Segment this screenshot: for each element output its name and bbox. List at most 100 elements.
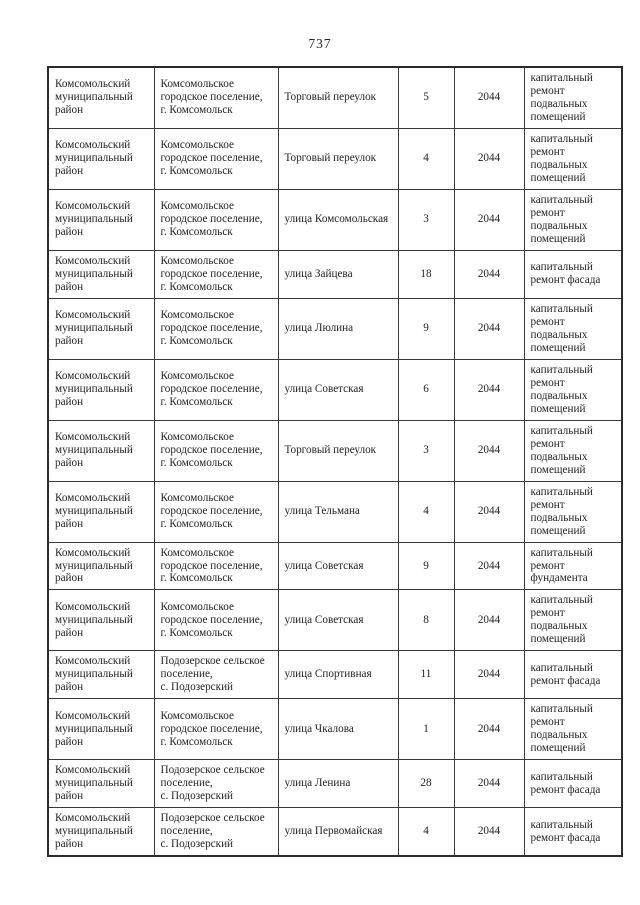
- cell-house-number: 9: [397, 541, 455, 591]
- cell-work-type: капитальный ремонт подвальных помещений: [523, 480, 623, 543]
- cell-work-type: капитальный ремонт подвальных помещений: [523, 589, 623, 652]
- cell-house-number: 6: [397, 358, 455, 421]
- cell-street: улица Ленина: [277, 759, 399, 809]
- table-body: Комсомольский муниципальный район Комсом…: [47, 66, 623, 857]
- cell-house-number: 3: [397, 419, 455, 482]
- table-row: Комсомольский муниципальный район Комсом…: [47, 297, 623, 360]
- table-row: Комсомольский муниципальный район Комсом…: [47, 358, 623, 421]
- table-row: Комсомольский муниципальный район Подозе…: [47, 650, 623, 700]
- cell-year: 2044: [453, 589, 525, 652]
- cell-settlement: Комсомольское городское поселение, г. Ко…: [153, 249, 279, 299]
- cell-district: Комсомольский муниципальный район: [47, 589, 155, 652]
- table-row: Комсомольский муниципальный район Комсом…: [47, 66, 623, 129]
- cell-street: Торговый переулок: [277, 419, 399, 482]
- cell-settlement: Комсомольское городское поселение, г. Ко…: [153, 480, 279, 543]
- cell-year: 2044: [453, 66, 525, 129]
- cell-house-number: 3: [397, 188, 455, 251]
- cell-house-number: 11: [397, 650, 455, 700]
- cell-street: улица Спортивная: [277, 650, 399, 700]
- cell-district: Комсомольский муниципальный район: [47, 807, 155, 857]
- table-row: Комсомольский муниципальный район Комсом…: [47, 127, 623, 190]
- cell-house-number: 8: [397, 589, 455, 652]
- cell-street: улица Тельмана: [277, 480, 399, 543]
- cell-work-type: капитальный ремонт подвальных помещений: [523, 188, 623, 251]
- cell-year: 2044: [453, 297, 525, 360]
- cell-work-type: капитальный ремонт подвальных помещений: [523, 297, 623, 360]
- cell-street: улица Чкалова: [277, 698, 399, 761]
- cell-year: 2044: [453, 759, 525, 809]
- table-row: Комсомольский муниципальный район Комсом…: [47, 419, 623, 482]
- cell-street: улица Советская: [277, 358, 399, 421]
- cell-work-type: капитальный ремонт фасада: [523, 650, 623, 700]
- cell-year: 2044: [453, 698, 525, 761]
- cell-street: улица Советская: [277, 541, 399, 591]
- cell-district: Комсомольский муниципальный район: [47, 188, 155, 251]
- repair-program-table: Комсомольский муниципальный район Комсом…: [47, 66, 623, 858]
- table-row: Комсомольский муниципальный район Комсом…: [47, 249, 623, 299]
- cell-settlement: Комсомольское городское поселение, г. Ко…: [153, 698, 279, 761]
- cell-district: Комсомольский муниципальный район: [47, 127, 155, 190]
- cell-settlement: Комсомольское городское поселение, г. Ко…: [153, 358, 279, 421]
- cell-house-number: 4: [397, 480, 455, 543]
- cell-settlement: Комсомольское городское поселение, г. Ко…: [153, 297, 279, 360]
- cell-house-number: 4: [397, 127, 455, 190]
- page-number: 737: [308, 36, 332, 51]
- cell-work-type: капитальный ремонт подвальных помещений: [523, 66, 623, 129]
- cell-work-type: капитальный ремонт фасада: [523, 759, 623, 809]
- cell-settlement: Комсомольское городское поселение, г. Ко…: [153, 419, 279, 482]
- cell-district: Комсомольский муниципальный район: [47, 66, 155, 129]
- cell-settlement: Комсомольское городское поселение, г. Ко…: [153, 188, 279, 251]
- table-row: Комсомольский муниципальный район Комсом…: [47, 188, 623, 251]
- cell-street: улица Комсомольская: [277, 188, 399, 251]
- table-row: Комсомольский муниципальный район Комсом…: [47, 698, 623, 761]
- cell-settlement: Комсомольское городское поселение, г. Ко…: [153, 541, 279, 591]
- cell-work-type: капитальный ремонт подвальных помещений: [523, 358, 623, 421]
- table-row: Комсомольский муниципальный район Комсом…: [47, 541, 623, 591]
- cell-district: Комсомольский муниципальный район: [47, 480, 155, 543]
- table-row: Комсомольский муниципальный район Комсом…: [47, 589, 623, 652]
- cell-work-type: капитальный ремонт фасада: [523, 807, 623, 857]
- cell-year: 2044: [453, 127, 525, 190]
- cell-house-number: 18: [397, 249, 455, 299]
- cell-year: 2044: [453, 480, 525, 543]
- cell-year: 2044: [453, 650, 525, 700]
- cell-street: Торговый переулок: [277, 127, 399, 190]
- cell-year: 2044: [453, 188, 525, 251]
- table-row: Комсомольский муниципальный район Подозе…: [47, 807, 623, 857]
- cell-house-number: 9: [397, 297, 455, 360]
- cell-year: 2044: [453, 807, 525, 857]
- cell-district: Комсомольский муниципальный район: [47, 249, 155, 299]
- table-row: Комсомольский муниципальный район Подозе…: [47, 759, 623, 809]
- cell-work-type: капитальный ремонт фасада: [523, 249, 623, 299]
- cell-work-type: капитальный ремонт фундамента: [523, 541, 623, 591]
- cell-district: Комсомольский муниципальный район: [47, 358, 155, 421]
- cell-district: Комсомольский муниципальный район: [47, 419, 155, 482]
- cell-settlement: Комсомольское городское поселение, г. Ко…: [153, 589, 279, 652]
- table-row: Комсомольский муниципальный район Комсом…: [47, 480, 623, 543]
- cell-year: 2044: [453, 419, 525, 482]
- cell-street: улица Зайцева: [277, 249, 399, 299]
- cell-settlement: Комсомольское городское поселение, г. Ко…: [153, 66, 279, 129]
- cell-year: 2044: [453, 541, 525, 591]
- cell-street: улица Люлина: [277, 297, 399, 360]
- cell-district: Комсомольский муниципальный район: [47, 297, 155, 360]
- cell-year: 2044: [453, 249, 525, 299]
- cell-year: 2044: [453, 358, 525, 421]
- cell-house-number: 28: [397, 759, 455, 809]
- cell-street: улица Советская: [277, 589, 399, 652]
- cell-district: Комсомольский муниципальный район: [47, 759, 155, 809]
- cell-district: Комсомольский муниципальный район: [47, 650, 155, 700]
- cell-street: улица Первомайская: [277, 807, 399, 857]
- cell-settlement: Подозерское сельское поселение, с. Подоз…: [153, 650, 279, 700]
- cell-settlement: Комсомольское городское поселение, г. Ко…: [153, 127, 279, 190]
- cell-work-type: капитальный ремонт подвальных помещений: [523, 419, 623, 482]
- cell-settlement: Подозерское сельское поселение, с. Подоз…: [153, 807, 279, 857]
- cell-district: Комсомольский муниципальный район: [47, 541, 155, 591]
- cell-house-number: 5: [397, 66, 455, 129]
- cell-work-type: капитальный ремонт подвальных помещений: [523, 127, 623, 190]
- cell-house-number: 1: [397, 698, 455, 761]
- cell-street: Торговый переулок: [277, 66, 399, 129]
- cell-house-number: 4: [397, 807, 455, 857]
- cell-district: Комсомольский муниципальный район: [47, 698, 155, 761]
